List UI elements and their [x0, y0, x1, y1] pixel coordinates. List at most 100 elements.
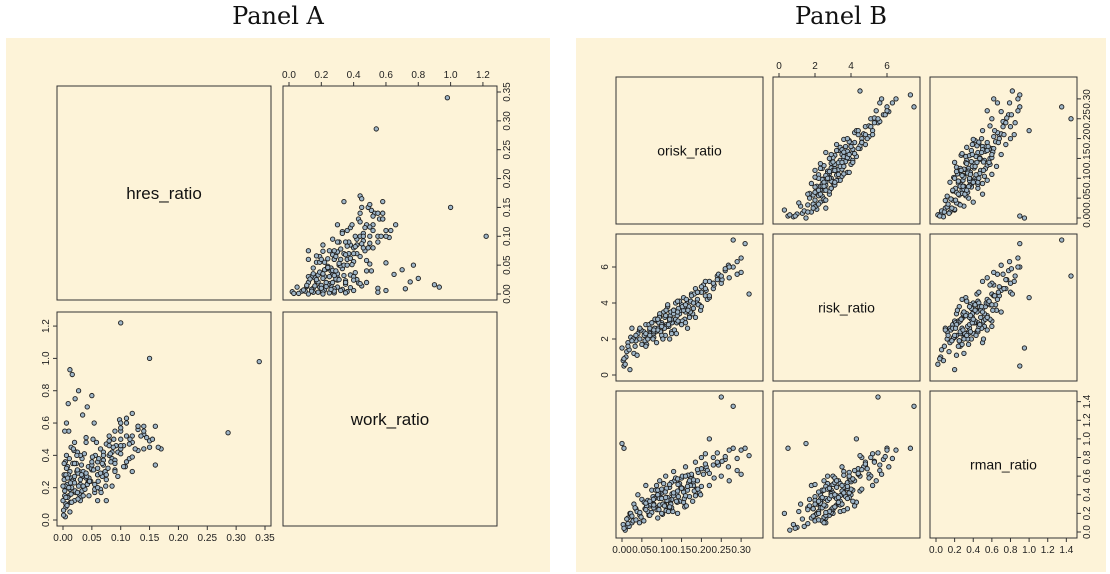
point-risk_ratio-orisk_ratio [884, 108, 890, 114]
point-rman_ratio-orisk_ratio [969, 151, 975, 158]
point-hres_ratio-work_ratio [96, 455, 102, 462]
point-orisk_ratio-rman_ratio [734, 455, 740, 462]
point-orisk_ratio-risk_ratio [668, 330, 675, 337]
point-rman_ratio-orisk_ratio [967, 171, 974, 177]
point-risk_ratio-orisk_ratio [828, 185, 834, 191]
point-hres_ratio-work_ratio [68, 491, 74, 497]
point-hres_ratio-work_ratio [155, 444, 161, 450]
cell-risk_ratio-vs-risk_ratio [772, 233, 921, 382]
point-orisk_ratio-risk_ratio [633, 332, 639, 339]
point-orisk_ratio-risk_ratio [660, 336, 666, 342]
point-risk_ratio-rman_ratio [844, 495, 851, 502]
point-work_ratio-hres_ratio [326, 248, 333, 254]
point-hres_ratio-work_ratio [77, 476, 83, 483]
point-risk_ratio-orisk_ratio [832, 167, 838, 174]
point-orisk_ratio-rman_ratio [641, 518, 647, 524]
point-risk_ratio-orisk_ratio [873, 108, 879, 114]
point-risk_ratio-orisk_ratio [871, 120, 878, 126]
point-orisk_ratio-risk_ratio [647, 332, 653, 339]
point-work_ratio-hres_ratio [380, 210, 386, 216]
x-tick-label: 0.8 [1004, 545, 1018, 556]
y-tick-label: 0.6 [1082, 469, 1093, 483]
point-hres_ratio-work_ratio [141, 423, 147, 429]
point-hres_ratio-work_ratio [84, 404, 90, 410]
point-rman_ratio-orisk_ratio [949, 205, 955, 211]
x-tick-label: 1.2 [476, 70, 490, 81]
point-orisk_ratio-rman_ratio [675, 493, 682, 500]
point-rman_ratio-orisk_ratio [969, 141, 975, 148]
point-risk_ratio-rman_ratio [855, 470, 861, 476]
point-work_ratio-hres_ratio [391, 271, 397, 278]
point-risk_ratio-orisk_ratio [907, 92, 914, 98]
x-tick-label: 0.10 [111, 533, 131, 544]
point-risk_ratio-rman_ratio [911, 403, 917, 409]
point-hres_ratio-work_ratio [149, 436, 156, 442]
point-risk_ratio-rman_ratio [893, 447, 899, 453]
point-risk_ratio-rman_ratio [821, 520, 827, 526]
point-hres_ratio-work_ratio [100, 452, 107, 459]
point-work_ratio-hres_ratio [329, 236, 336, 242]
point-hres_ratio-work_ratio [63, 465, 70, 471]
point-rman_ratio-orisk_ratio [979, 191, 986, 197]
point-work_ratio-hres_ratio [342, 279, 349, 286]
point-rman_ratio-orisk_ratio [998, 108, 1004, 115]
point-orisk_ratio-risk_ratio [742, 240, 748, 247]
point-work_ratio-hres_ratio [338, 246, 344, 252]
point-hres_ratio-work_ratio [62, 428, 68, 434]
point-rman_ratio-orisk_ratio [964, 187, 970, 193]
point-orisk_ratio-risk_ratio [710, 280, 716, 286]
point-risk_ratio-orisk_ratio [855, 145, 861, 152]
point-orisk_ratio-risk_ratio [663, 307, 669, 313]
point-rman_ratio-orisk_ratio [970, 199, 976, 205]
point-rman_ratio-risk_ratio [1009, 291, 1015, 297]
point-rman_ratio-orisk_ratio [1015, 108, 1021, 114]
point-risk_ratio-rman_ratio [841, 490, 847, 496]
point-work_ratio-hres_ratio [375, 210, 381, 216]
point-orisk_ratio-risk_ratio [655, 316, 661, 322]
point-risk_ratio-rman_ratio [812, 501, 818, 507]
y-tick-label: 0.8 [1082, 450, 1093, 464]
point-hres_ratio-work_ratio [74, 452, 80, 459]
point-rman_ratio-risk_ratio [973, 332, 979, 339]
point-rman_ratio-risk_ratio [1006, 258, 1013, 265]
point-risk_ratio-orisk_ratio [846, 151, 852, 158]
point-work_ratio-hres_ratio [367, 201, 373, 208]
point-hres_ratio-work_ratio [71, 473, 78, 480]
point-work_ratio-hres_ratio [333, 268, 339, 274]
point-work_ratio-hres_ratio [344, 262, 350, 268]
point-hres_ratio-work_ratio [91, 420, 97, 426]
point-work_ratio-hres_ratio [342, 290, 349, 296]
point-rman_ratio-risk_ratio [937, 356, 943, 362]
point-risk_ratio-rman_ratio [853, 436, 860, 442]
point-orisk_ratio-rman_ratio [734, 467, 740, 474]
point-work_ratio-hres_ratio [402, 286, 409, 292]
point-work_ratio-hres_ratio [320, 248, 326, 254]
point-orisk_ratio-risk_ratio [688, 293, 695, 299]
point-risk_ratio-rman_ratio [839, 482, 845, 489]
point-orisk_ratio-rman_ratio [662, 489, 668, 495]
point-hres_ratio-work_ratio [103, 476, 109, 483]
point-hres_ratio-work_ratio [71, 480, 78, 486]
point-risk_ratio-orisk_ratio [841, 171, 847, 177]
point-work_ratio-hres_ratio [444, 95, 451, 101]
point-risk_ratio-rman_ratio [884, 447, 890, 453]
point-orisk_ratio-risk_ratio [746, 291, 752, 297]
point-orisk_ratio-risk_ratio [714, 276, 720, 283]
point-risk_ratio-orisk_ratio [830, 159, 836, 165]
point-hres_ratio-work_ratio [94, 465, 101, 471]
point-rman_ratio-orisk_ratio [972, 163, 978, 170]
cell-work_ratio-vs-work_ratio [282, 311, 498, 527]
point-risk_ratio-rman_ratio [833, 478, 840, 484]
point-work_ratio-hres_ratio [359, 204, 365, 211]
point-risk_ratio-orisk_ratio [857, 88, 863, 94]
point-risk_ratio-orisk_ratio [792, 213, 798, 219]
point-risk_ratio-orisk_ratio [796, 200, 802, 206]
point-risk_ratio-orisk_ratio [803, 215, 809, 221]
point-orisk_ratio-rman_ratio [711, 475, 717, 481]
point-rman_ratio-risk_ratio [1008, 266, 1015, 272]
point-rman_ratio-risk_ratio [961, 350, 967, 357]
point-work_ratio-hres_ratio [350, 250, 357, 257]
point-risk_ratio-orisk_ratio [869, 131, 876, 138]
point-rman_ratio-orisk_ratio [959, 172, 965, 179]
point-work_ratio-hres_ratio [483, 233, 489, 239]
